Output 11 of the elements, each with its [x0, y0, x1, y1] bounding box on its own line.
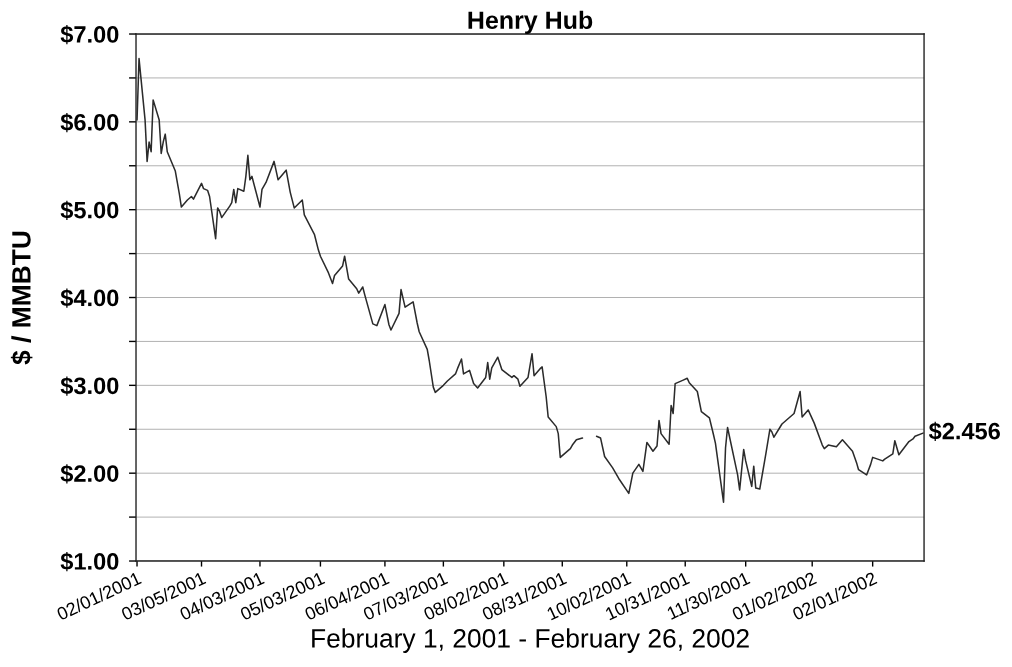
annotation: $2.456 [928, 421, 1000, 441]
y-tick-label: $1.00 [60, 552, 119, 572]
y-tick-label: $2.00 [60, 464, 119, 484]
x-axis-title: February 1, 2001 - February 26, 2002 [312, 628, 749, 653]
y-axis-title: $ / MMBTU [10, 231, 33, 365]
y-tick-label: $3.00 [60, 376, 119, 396]
y-tick-label: $7.00 [60, 25, 119, 45]
y-tick-label: $5.00 [60, 200, 119, 220]
chart-title: Henry Hub [468, 10, 593, 35]
y-tick-label: $4.00 [60, 288, 119, 308]
y-tick-label: $6.00 [60, 112, 119, 133]
